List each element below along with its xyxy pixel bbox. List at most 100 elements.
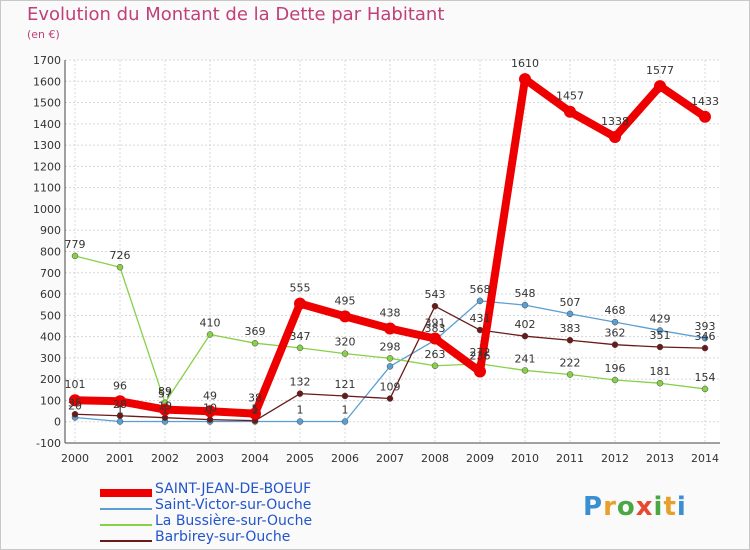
data-label: 263 — [425, 348, 446, 361]
data-label: 383 — [425, 322, 446, 335]
data-point — [519, 73, 531, 86]
line-chart: -100 0 100 200 300 400 500 600 700 800 900 1000 1100… — [33, 54, 720, 465]
y-tick-label: 100 — [40, 394, 61, 407]
data-label: 236 — [470, 350, 491, 363]
data-point — [386, 355, 394, 362]
data-point — [656, 327, 664, 334]
data-point — [701, 385, 709, 393]
data-label: 1338 — [601, 115, 629, 128]
data-label: 1 — [297, 404, 304, 417]
data-label: 429 — [650, 312, 671, 325]
data-point — [701, 334, 709, 342]
data-point — [429, 332, 441, 345]
legend-swatch — [100, 508, 152, 510]
data-label: 347 — [290, 330, 311, 343]
legend-label: La Bussière-sur-Ouche — [155, 513, 313, 529]
data-point — [116, 263, 124, 271]
y-tick-label: 800 — [40, 246, 61, 259]
x-tick-label: 2002 — [151, 452, 179, 465]
data-label: 1577 — [646, 64, 674, 77]
data-label: 1457 — [556, 90, 584, 103]
data-label: 222 — [560, 356, 581, 369]
data-point — [296, 418, 304, 425]
x-tick-label: 2012 — [601, 452, 629, 465]
legend-swatch — [100, 524, 152, 526]
legend-item: La Bussière-sur-Ouche — [100, 513, 400, 532]
x-tick-label: 2014 — [691, 452, 719, 465]
x-tick-label: 2000 — [61, 452, 89, 465]
y-tick-label: 1200 — [33, 160, 61, 173]
data-label: 1 — [117, 404, 124, 417]
proxiti-logo: Proxiti — [583, 492, 687, 522]
data-label: 555 — [290, 282, 311, 295]
legend: SAINT-JEAN-DE-BOEUF Saint-Victor-sur-Ouch… — [100, 481, 400, 548]
data-label: 154 — [695, 371, 716, 384]
y-tick-label: 1700 — [33, 54, 61, 67]
y-tick-label: 1300 — [33, 139, 61, 152]
data-point — [386, 395, 394, 402]
legend-item: Barbirey-sur-Ouche — [100, 529, 400, 548]
data-label: 568 — [470, 283, 491, 296]
data-point — [566, 336, 574, 344]
data-label: 362 — [605, 327, 626, 340]
legend-swatch — [100, 489, 152, 497]
data-label: 1 — [252, 404, 259, 417]
y-tick-label: 1400 — [33, 118, 61, 131]
x-tick-label: 2010 — [511, 452, 539, 465]
y-tick-label: 300 — [40, 352, 61, 365]
y-tick-label: 500 — [40, 309, 61, 322]
data-point — [656, 343, 664, 351]
y-tick-label: -100 — [36, 437, 61, 450]
data-point — [341, 418, 349, 425]
x-tick-label: 2003 — [196, 452, 224, 465]
x-tick-label: 2009 — [466, 452, 494, 465]
y-tick-label: 1600 — [33, 75, 61, 88]
x-tick-label: 2006 — [331, 452, 359, 465]
data-point — [69, 394, 81, 407]
axis-layer: -100 0 100 200 300 400 500 600 700 800 900 1000 1100… — [33, 54, 720, 465]
legend-item: Saint-Victor-sur-Ouche — [100, 497, 400, 516]
data-point — [341, 350, 349, 357]
data-point — [521, 332, 529, 340]
grid-layer — [65, 59, 720, 444]
series-layer — [69, 73, 711, 425]
data-label: 779 — [65, 238, 86, 251]
data-label: 196 — [605, 362, 626, 375]
x-tick-label: 2013 — [646, 452, 674, 465]
data-point — [476, 297, 484, 305]
chart-subtitle: (en €) — [27, 28, 60, 41]
data-label: 383 — [560, 322, 581, 335]
data-point — [611, 376, 619, 384]
data-label: 507 — [560, 296, 581, 309]
data-label: 1433 — [691, 95, 719, 108]
x-tick-label: 2005 — [286, 452, 314, 465]
data-point — [521, 301, 529, 309]
data-label: 181 — [650, 365, 671, 378]
data-point — [384, 322, 396, 335]
y-tick-label: 600 — [40, 288, 61, 301]
x-tick-label: 2001 — [106, 452, 134, 465]
data-label: 393 — [695, 320, 716, 333]
y-tick-label: 700 — [40, 267, 61, 280]
data-label: 28 — [113, 398, 127, 411]
data-point — [699, 110, 711, 123]
data-label: 726 — [110, 249, 131, 262]
data-label: 57 — [158, 388, 172, 401]
x-tick-label: 2007 — [376, 452, 404, 465]
data-point — [341, 392, 349, 400]
data-label: 19 — [158, 400, 172, 413]
y-tick-label: 1000 — [33, 203, 61, 216]
data-point — [656, 379, 664, 387]
data-label: 49 — [203, 389, 217, 402]
data-point — [566, 371, 574, 378]
data-label: 468 — [605, 304, 626, 317]
data-point — [609, 131, 621, 144]
y-tick-label: 900 — [40, 224, 61, 237]
data-point — [654, 80, 666, 93]
data-label: 5 — [252, 403, 259, 416]
data-label: 1 — [162, 404, 169, 417]
legend-label: SAINT-JEAN-DE-BOEUF — [155, 481, 312, 497]
data-point — [296, 390, 304, 397]
data-point — [159, 403, 171, 416]
